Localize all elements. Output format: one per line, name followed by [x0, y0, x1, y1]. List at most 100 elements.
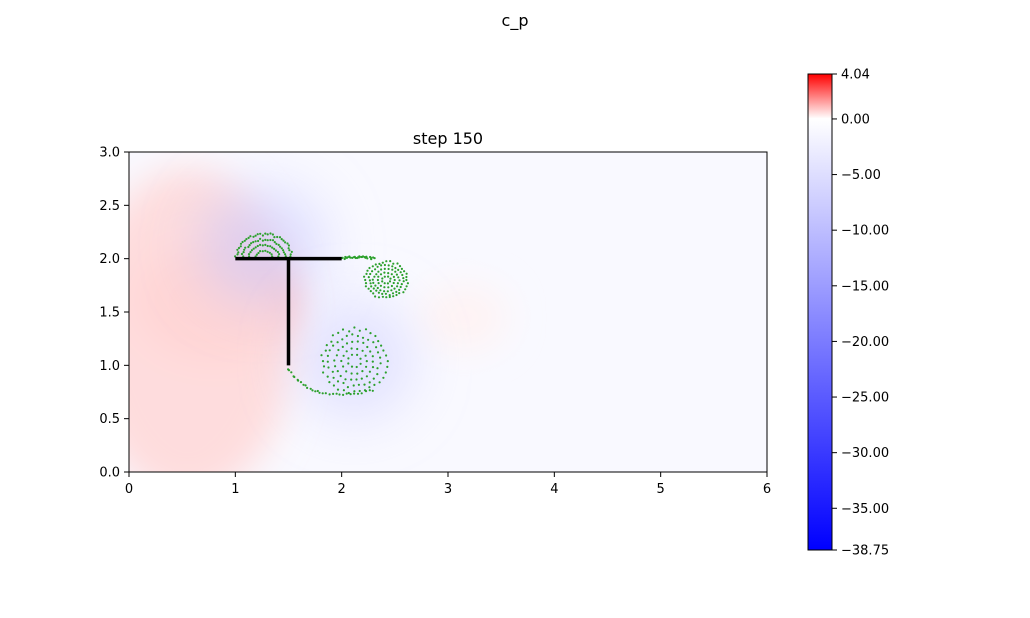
particle	[387, 275, 390, 278]
particle	[356, 392, 360, 395]
walls	[235, 256, 342, 366]
particle	[377, 340, 380, 343]
particle	[383, 286, 386, 289]
particle	[264, 232, 267, 235]
y-tick-label: 1.0	[99, 359, 120, 374]
figure-suptitle: c_p	[502, 11, 529, 31]
particle	[365, 255, 368, 258]
particle	[290, 371, 293, 374]
particle	[341, 328, 345, 331]
particle	[385, 296, 388, 299]
colorbar-gradient	[807, 73, 833, 551]
particle	[377, 291, 380, 294]
particle	[357, 383, 360, 386]
particle	[399, 285, 402, 289]
particle	[405, 285, 408, 288]
particle	[249, 235, 252, 238]
particle	[388, 295, 391, 299]
particle	[369, 272, 372, 276]
particle	[356, 353, 359, 356]
x-tick-label: 6	[763, 482, 771, 497]
particle	[371, 270, 374, 273]
x-tick-label: 1	[231, 482, 239, 497]
particle	[376, 265, 379, 268]
particle	[347, 362, 350, 365]
particle	[366, 257, 369, 260]
particle	[350, 365, 354, 368]
particle	[280, 238, 283, 241]
particle	[332, 392, 335, 395]
particle	[255, 253, 258, 256]
colorbar-tick-label: −30.00	[841, 446, 889, 461]
particle	[342, 365, 345, 368]
particle	[324, 392, 327, 395]
particle	[334, 365, 337, 368]
particle	[355, 378, 358, 381]
particle	[277, 243, 280, 246]
particle	[278, 253, 281, 256]
particle	[371, 355, 374, 358]
particle	[385, 354, 388, 357]
particle	[372, 341, 375, 344]
particle	[376, 286, 379, 290]
particle	[325, 344, 328, 347]
particle	[344, 255, 347, 259]
particle	[383, 267, 386, 270]
particle	[241, 240, 244, 244]
particle	[367, 338, 370, 341]
particle	[387, 286, 390, 289]
particle	[362, 255, 365, 258]
particle	[284, 253, 287, 256]
particle	[369, 332, 372, 335]
particle	[379, 289, 382, 292]
particle	[392, 275, 395, 278]
particle	[369, 290, 372, 293]
particle	[388, 280, 392, 283]
particle	[271, 233, 274, 236]
particle	[395, 273, 398, 276]
particle	[257, 251, 260, 255]
particle	[346, 386, 349, 389]
particle	[364, 390, 368, 393]
particle	[271, 239, 275, 242]
particle	[264, 238, 267, 241]
particle	[274, 249, 277, 252]
particle	[250, 249, 253, 252]
particle	[399, 271, 402, 274]
particle	[367, 276, 370, 279]
particle	[287, 244, 290, 247]
particle	[367, 287, 370, 290]
particle	[286, 242, 289, 245]
particle	[273, 247, 276, 250]
particle	[380, 344, 383, 347]
particle	[369, 350, 372, 353]
particle	[381, 280, 384, 283]
particle	[252, 247, 255, 250]
particle	[351, 340, 354, 343]
x-axis: 0 1 2 3 4 5 6	[125, 472, 771, 497]
particle	[366, 269, 369, 272]
particle	[328, 381, 331, 384]
particle	[284, 241, 287, 244]
particle	[372, 292, 375, 295]
particle	[280, 247, 283, 250]
particle	[327, 366, 330, 369]
particle	[370, 285, 373, 288]
particle	[252, 235, 255, 238]
particle	[377, 296, 381, 299]
particle	[321, 392, 324, 395]
particle	[365, 272, 368, 275]
particle	[368, 266, 371, 270]
particle	[402, 291, 405, 294]
particle	[394, 266, 397, 270]
particle	[398, 265, 402, 268]
particle	[322, 371, 325, 374]
particle	[288, 249, 291, 252]
particle	[386, 282, 389, 285]
particle	[302, 383, 305, 386]
particle	[336, 388, 340, 391]
particle	[379, 284, 382, 287]
particle	[268, 251, 271, 254]
particle	[348, 330, 351, 333]
particle	[378, 381, 381, 384]
